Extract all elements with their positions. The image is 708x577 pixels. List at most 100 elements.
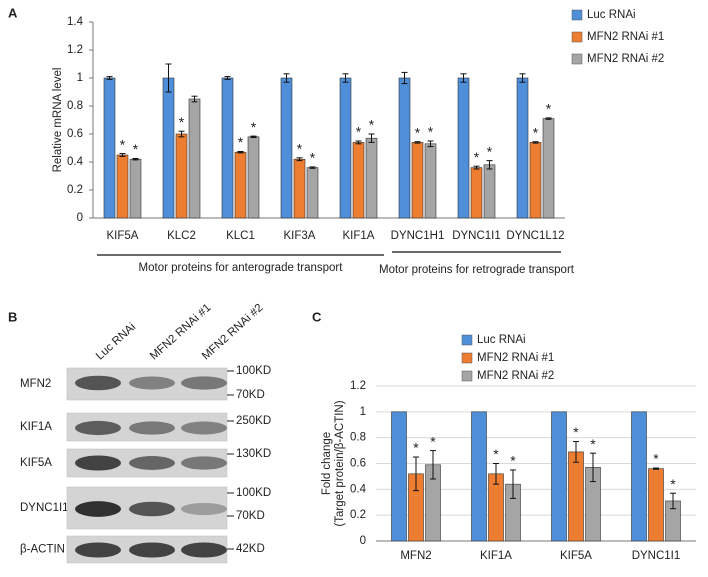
significance-mark: * — [413, 440, 419, 456]
error-bar — [106, 76, 113, 80]
bar — [306, 167, 319, 219]
x-tick-label: KIF5A — [560, 550, 592, 562]
bar — [483, 164, 496, 219]
row-label: KIF1A — [20, 421, 52, 433]
significance-mark: * — [590, 436, 596, 452]
y-tick-label: 0.4 — [350, 483, 367, 495]
y-tick-label: 1.2 — [67, 44, 83, 56]
error-bar — [430, 450, 436, 480]
y-tick-label: 0.4 — [67, 156, 84, 168]
error-bar — [519, 73, 526, 83]
bar — [398, 77, 411, 219]
y-tick-label: 0.8 — [67, 100, 83, 112]
bar — [221, 77, 234, 219]
y-tick-label: 1.2 — [350, 380, 366, 392]
bar — [424, 143, 437, 219]
bar — [542, 118, 555, 219]
significance-mark: * — [653, 451, 659, 467]
panel-label: C — [312, 309, 322, 324]
significance-mark: * — [356, 124, 362, 140]
row-label: DYNC1I1 — [20, 502, 69, 514]
bar — [551, 411, 567, 542]
legend-label: Luc RNAi — [587, 9, 636, 21]
error-bar — [573, 441, 579, 463]
bar — [129, 158, 142, 219]
legend-label: MFN2 RNAi #2 — [477, 370, 554, 382]
significance-mark: * — [428, 124, 434, 140]
bar — [188, 98, 201, 219]
bar — [648, 468, 664, 542]
marker-label: 70KD — [236, 389, 265, 401]
error-bar — [460, 73, 467, 83]
group-label: Motor proteins for anterograde transport — [139, 262, 344, 274]
lane-label: Luc RNAi — [94, 321, 138, 362]
bar — [411, 142, 424, 219]
error-bar — [237, 151, 244, 154]
error-bar — [368, 133, 375, 143]
legend-swatch — [461, 370, 473, 382]
significance-mark: * — [238, 134, 244, 150]
significance-mark: * — [120, 136, 126, 152]
significance-mark: * — [487, 143, 493, 159]
y-tick-label: 1.4 — [67, 16, 84, 28]
bar — [116, 154, 129, 219]
y-tick-label: 0.2 — [350, 509, 366, 521]
significance-mark: * — [546, 101, 552, 117]
panel-label: A — [8, 5, 18, 20]
legend-swatch — [461, 334, 473, 346]
y-tick-label: 0 — [360, 535, 366, 547]
blot-band — [129, 456, 175, 470]
legend-label: MFN2 RNAi #2 — [587, 53, 664, 65]
bar — [339, 77, 352, 219]
significance-mark: * — [251, 119, 257, 135]
blot-band — [129, 501, 175, 517]
bar — [352, 142, 365, 219]
bar — [247, 136, 260, 219]
x-tick-label: KIF5A — [107, 230, 139, 242]
legend-swatch — [571, 9, 583, 21]
error-bar — [283, 73, 290, 83]
bar — [529, 142, 542, 219]
error-bar — [355, 140, 362, 145]
x-tick-label: KIF3A — [284, 230, 316, 242]
bar — [391, 411, 407, 542]
x-tick-label: DYNC1I1 — [632, 550, 681, 562]
y-tick-label: 0.2 — [67, 184, 83, 196]
row-label: KIF5A — [20, 457, 52, 469]
significance-mark: * — [179, 114, 185, 130]
row-label: MFN2 — [20, 378, 51, 390]
error-bar — [342, 73, 349, 83]
significance-mark: * — [573, 424, 579, 440]
bar — [470, 167, 483, 219]
error-bar — [493, 463, 499, 485]
blot-band — [181, 421, 227, 435]
y-tick-label: 0.6 — [350, 458, 366, 470]
bar — [103, 77, 116, 219]
marker-label: 250KD — [236, 415, 271, 427]
x-tick-label: DYNC1I1 — [452, 230, 501, 242]
panel-label: B — [8, 309, 17, 324]
bar — [457, 77, 470, 219]
significance-mark: * — [533, 124, 539, 140]
x-tick-label: DYNC1H1 — [391, 230, 445, 242]
blot-band — [129, 542, 175, 558]
error-bar — [414, 141, 421, 144]
y-tick-label: 0.6 — [67, 128, 83, 140]
bar — [162, 77, 175, 219]
bar — [471, 411, 487, 542]
blot-band — [181, 376, 227, 390]
marker-label: 130KD — [236, 448, 271, 460]
bar — [293, 158, 306, 219]
x-tick-label: KIF1A — [480, 550, 512, 562]
error-bar — [670, 492, 676, 510]
blot-band — [75, 455, 121, 471]
bar — [568, 451, 584, 542]
marker-label: 42KD — [236, 543, 265, 555]
error-bar — [653, 467, 659, 470]
error-bar — [250, 135, 257, 138]
y-tick-label: 1 — [360, 406, 366, 418]
group-label: Motor proteins for retrograde transport — [379, 264, 575, 276]
blot-band — [129, 376, 175, 390]
legend-label: MFN2 RNAi #1 — [587, 31, 664, 43]
